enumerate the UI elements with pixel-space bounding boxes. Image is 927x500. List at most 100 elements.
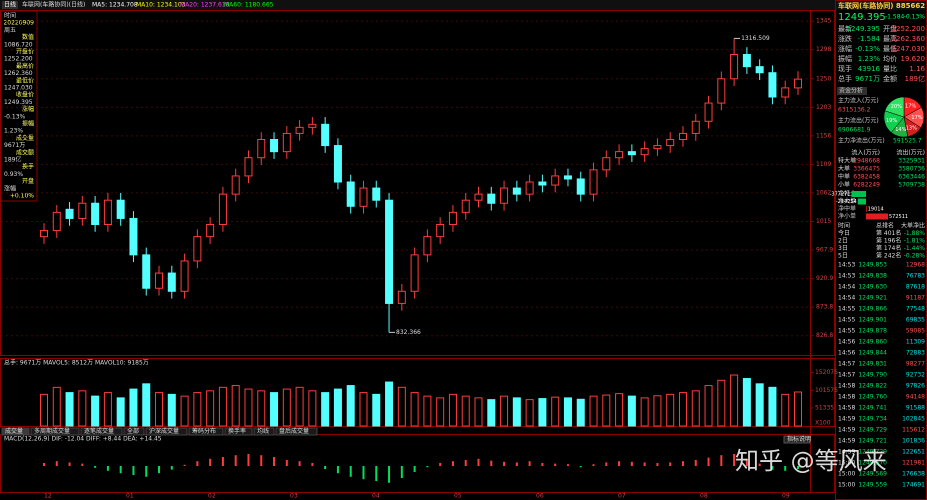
tick-volume: 76783 [906,273,925,280]
tab[interactable] [188,427,224,436]
candle-body [423,236,432,256]
rank-cell: 今日 [838,229,850,237]
x-tick-label: 06 [536,493,544,500]
pie-label: 14% [895,127,906,133]
volume-bar [602,394,611,427]
tick-time: 15:00 [838,482,855,489]
rank-header: 时间 [838,222,850,230]
volume-bar [768,386,777,427]
flow-cell: 2948668 [853,158,880,165]
tick-price: 1249.734 [858,416,887,423]
candle-body [321,123,330,147]
volume-bar [627,395,636,427]
pie-label: 19% [886,118,897,124]
tab-label: 盘后成交量 [279,427,309,435]
sidebar-item: 189亿 [4,156,21,164]
rank-header: 大单净比 [901,222,925,230]
volume-bar [40,393,48,427]
tab[interactable] [30,427,80,436]
candle-body [627,151,636,156]
panel-tab[interactable] [837,87,867,95]
volume-bar [461,395,470,427]
tick-time: 14:57 [838,361,855,368]
tick-time: 14:58 [838,394,855,401]
tick-price: 1249.844 [858,350,887,357]
period-tab[interactable] [2,1,18,9]
pie-label: 17% [911,115,922,121]
tick-volume: 92732 [906,372,925,379]
candle-body [295,126,304,134]
tab[interactable] [123,427,145,436]
sidebar-item: 开盘价 [16,48,34,56]
volume-bar [180,395,189,427]
net-value: 19014 [868,207,884,213]
tab[interactable] [1,427,30,436]
volume-bar [206,390,215,427]
quote-value: 1.16 [909,65,925,73]
x-tick-label: 07 [618,493,626,500]
candle-body [65,208,74,219]
volume-bar [52,386,61,427]
tab-label: 多周期成交量 [34,427,70,435]
sidebar-item: 20220909 [3,20,34,27]
candle-body [308,123,317,128]
tab[interactable] [253,427,275,436]
panel-tab-label: 资金分析 [839,87,863,95]
quote-value: -1.584 [857,35,880,43]
indicator-button[interactable] [783,435,811,444]
y-tick-label: 1015 [816,218,831,225]
volume-bar [576,398,585,427]
flow-value: 6315136.2 [838,107,871,114]
volume-bar [65,392,74,427]
flow-label: 主力净流出(万元) [838,137,885,145]
tick-volume: 91588 [906,405,925,412]
watermark: 知乎 @等风来 [735,447,887,475]
flow-cell: 大单 [838,165,850,173]
y-tick-label: 967.9 [816,247,833,254]
tick-time: 14:59 [838,427,855,434]
net-value: -377271 [830,192,851,198]
y-tick-label: 152075 [815,369,838,376]
tick-time: 15:00 [838,460,855,467]
tick-volume: 59085 [906,328,925,335]
quote-value: 1262.360 [892,35,925,43]
sidebar-item: 9671万 [4,142,25,149]
candle-body [474,193,483,201]
candle-body [794,78,802,89]
quote-label: 涨幅 [838,44,852,53]
candle-body [755,66,764,74]
x-tick-label: 01 [126,493,134,500]
rank-cell: -1.88% [904,230,926,237]
tick-time: 14:58 [838,405,855,412]
sidebar-item: 振幅 [22,120,34,128]
tab[interactable] [80,427,123,436]
y-tick-label: 1109 [816,161,831,168]
quote-value: 189亿 [905,74,925,83]
tab[interactable] [224,427,253,436]
tab-label: 成交量 [5,427,23,435]
volume-bar [436,397,445,427]
flow-label: 主力流入(万元) [838,97,879,105]
volume-bar [193,392,202,427]
tick-price: 1249.831 [858,361,887,368]
quote-value: -0.13% [855,45,880,53]
tick-time: 14:59 [838,449,855,456]
candle-body [270,139,279,153]
candle-body [768,72,777,98]
tab[interactable] [275,427,318,436]
candle-body [359,187,368,207]
volume-bar [257,390,266,427]
tab[interactable] [145,427,188,436]
volume-bar [512,397,521,427]
tick-volume: 72883 [906,350,925,357]
panel-change: -1.584 [885,14,905,21]
tick-price: 1249.790 [858,372,887,379]
volume-bar [525,399,534,427]
candle-body [525,181,534,195]
tick-price: 1249.853 [858,262,887,269]
volume-unit: X100 [815,420,831,427]
y-tick-label: 101575 [815,387,838,394]
chart-title: 车联网(车路协同)(日线) [22,1,85,9]
macd-label: MACD(12,26,9) DIF: -12.04 DIFF: +8.44 DE… [4,436,162,443]
candle-body [704,102,713,122]
